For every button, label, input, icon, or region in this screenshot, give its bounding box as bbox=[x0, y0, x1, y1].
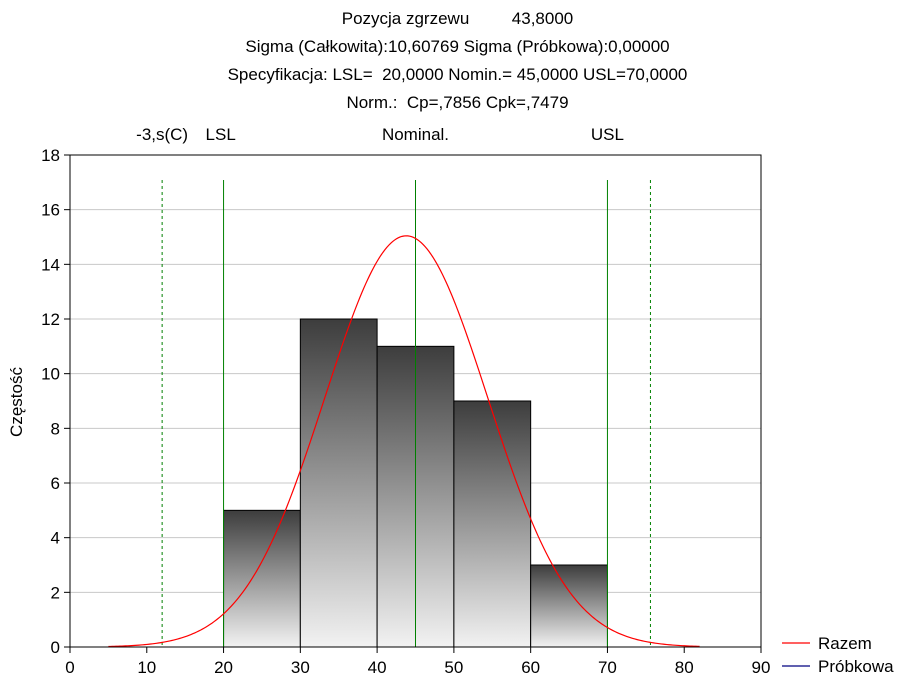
title-line-3: Specyfikacja: LSL= 20,0000 Nomin.= 45,00… bbox=[227, 65, 688, 84]
spec-line-label: USL bbox=[591, 125, 624, 144]
legend-label-probkowa: Próbkowa bbox=[818, 657, 894, 676]
normal-curve bbox=[108, 235, 700, 648]
y-axis-label: Częstość bbox=[7, 367, 26, 437]
legend-label-razem: Razem bbox=[818, 634, 872, 653]
spec-lines: -3,s(C) LSL Nominal. USL bbox=[136, 125, 651, 647]
axes: 0 10 20 30 40 50 60 70 80 90 0 2 4 6 8 10 12 14 16 18 bbox=[41, 146, 770, 677]
spec-line-label: Nominal. bbox=[382, 125, 449, 144]
plot-frame bbox=[69, 154, 762, 648]
histogram-bar bbox=[223, 509, 301, 648]
x-tick-label: 80 bbox=[675, 658, 694, 677]
y-tick-label: 0 bbox=[51, 638, 60, 657]
spec-line-label: -3,s(C) bbox=[136, 125, 188, 144]
x-tick-label: 10 bbox=[137, 658, 156, 677]
y-tick-label: 18 bbox=[41, 146, 60, 165]
legend: Razem Próbkowa bbox=[782, 634, 894, 676]
x-tick-label: 40 bbox=[368, 658, 387, 677]
y-tick-label: 14 bbox=[41, 255, 60, 274]
x-tick-label: 30 bbox=[291, 658, 310, 677]
x-tick-label: 60 bbox=[521, 658, 540, 677]
y-tick-label: 12 bbox=[41, 310, 60, 329]
title-line-2: Sigma (Całkowita):10,60769 Sigma (Próbko… bbox=[245, 37, 670, 56]
spec-line-label: LSL bbox=[206, 125, 236, 144]
normal-curve-path bbox=[108, 235, 700, 648]
y-tick-label: 16 bbox=[41, 201, 60, 220]
y-tick-label: 8 bbox=[51, 419, 60, 438]
y-tick-label: 6 bbox=[51, 474, 60, 493]
x-tick-label: 90 bbox=[752, 658, 771, 677]
histogram-bar bbox=[453, 400, 532, 648]
title-line-4: Norm.: Cp=,7856 Cpk=,7479 bbox=[346, 93, 569, 112]
x-tick-label: 0 bbox=[65, 658, 74, 677]
y-tick-label: 10 bbox=[41, 365, 60, 384]
histogram-bar bbox=[530, 564, 608, 648]
histogram-bar bbox=[299, 318, 378, 648]
x-tick-label: 70 bbox=[598, 658, 617, 677]
y-tick-label: 4 bbox=[51, 529, 60, 548]
title-line-1: Pozycja zgrzewu 43,8000 bbox=[341, 9, 574, 28]
x-tick-label: 20 bbox=[214, 658, 233, 677]
y-tick-label: 2 bbox=[51, 583, 60, 602]
x-tick-label: 50 bbox=[444, 658, 463, 677]
